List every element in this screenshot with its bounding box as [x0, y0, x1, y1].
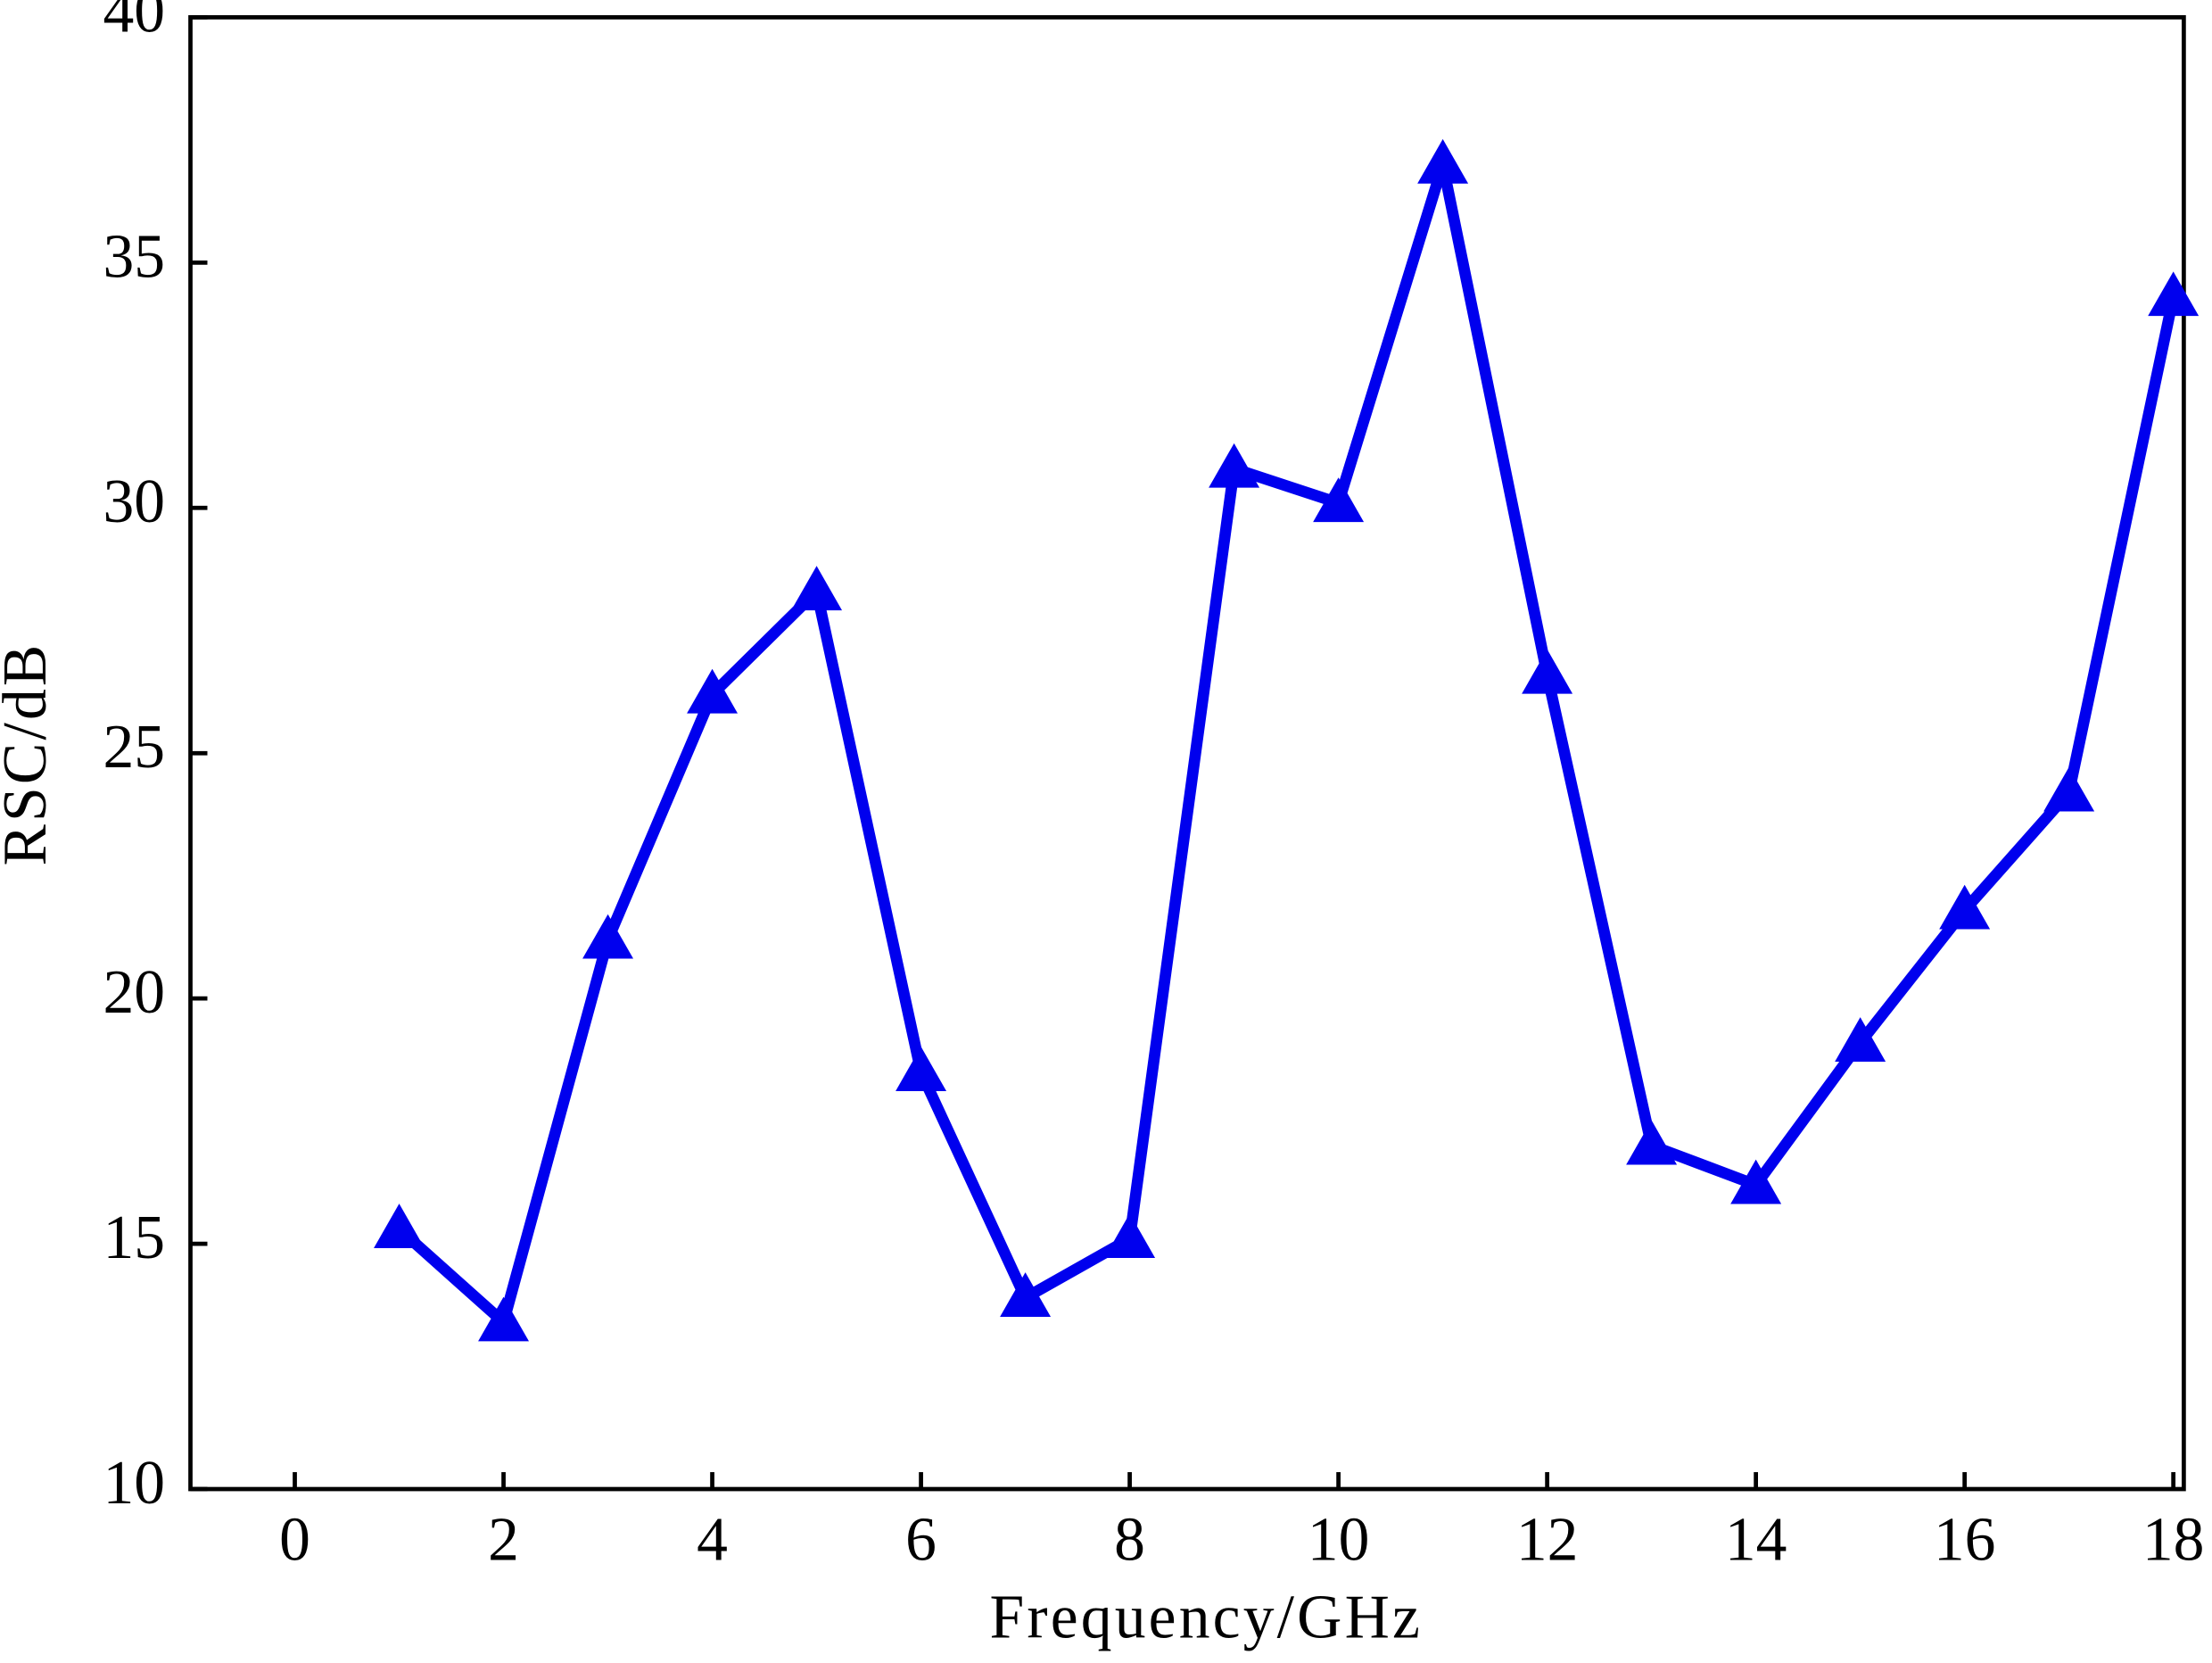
data-marker: [896, 1047, 947, 1091]
y-tick-label: 25: [103, 713, 165, 782]
y-tick-label: 15: [103, 1204, 165, 1272]
x-tick-label: 6: [905, 1505, 937, 1574]
x-tick-label: 12: [1516, 1505, 1579, 1574]
x-tick-label: 2: [488, 1505, 519, 1574]
x-tick-label: 14: [1725, 1505, 1787, 1574]
data-marker: [1522, 649, 1573, 694]
data-marker: [1209, 443, 1260, 488]
data-marker: [2043, 766, 2095, 812]
y-tick-label: 10: [103, 1449, 165, 1518]
data-marker: [1939, 884, 1991, 930]
y-tick-label: 20: [103, 958, 165, 1027]
x-tick-label: 18: [2142, 1505, 2205, 1574]
x-axis-label: Frequency/GHz: [990, 1583, 1423, 1651]
data-marker: [582, 914, 634, 959]
data-marker: [374, 1204, 425, 1248]
plot-frame: [188, 15, 2186, 1492]
data-marker: [1104, 1213, 1156, 1258]
y-axis-label: RSC/dB: [0, 641, 60, 865]
data-marker: [791, 566, 843, 611]
x-tick-label: 4: [697, 1505, 728, 1574]
x-tick-label: 10: [1308, 1505, 1370, 1574]
data-marker: [1730, 1159, 1782, 1204]
data-marker: [1626, 1120, 1678, 1165]
y-tick-label: 35: [103, 222, 165, 291]
data-marker: [1000, 1272, 1052, 1317]
y-tick-label: 40: [103, 0, 165, 46]
data-marker: [478, 1296, 530, 1342]
data-marker: [1835, 1017, 1886, 1063]
y-tick-label: 30: [103, 467, 165, 536]
data-marker: [1417, 138, 1469, 184]
data-marker: [1313, 477, 1365, 523]
x-tick-label: 8: [1114, 1505, 1145, 1574]
x-tick-label: 16: [1934, 1505, 1996, 1574]
x-tick-label: 0: [279, 1505, 310, 1574]
data-marker: [2148, 271, 2200, 317]
data-line: [395, 159, 2179, 1328]
data-marker: [687, 668, 739, 714]
